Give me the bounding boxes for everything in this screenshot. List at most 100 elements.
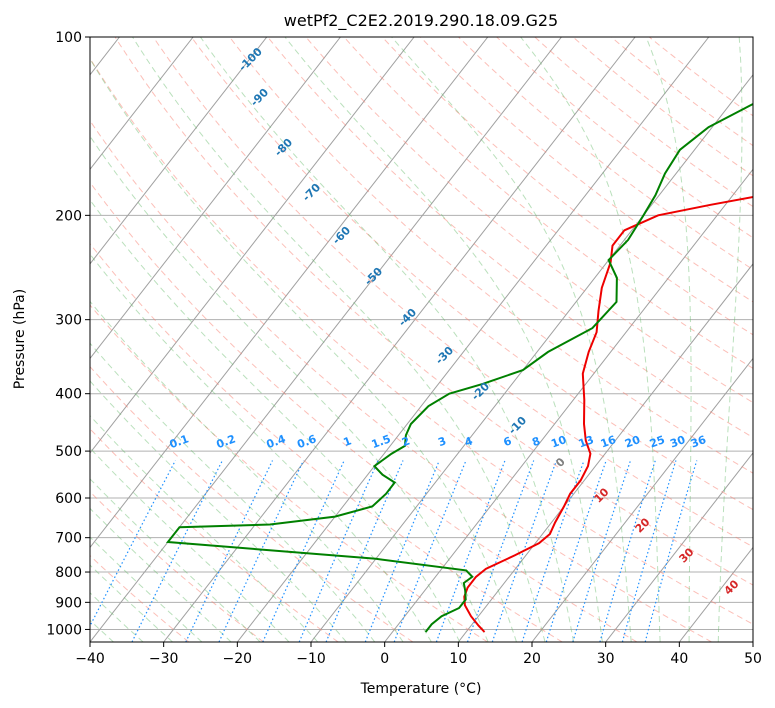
moist-adiabat-line bbox=[645, 37, 692, 642]
y-tick-label: 800 bbox=[55, 565, 82, 581]
moist-adiabat-line bbox=[90, 58, 517, 642]
mixing-ratio-line bbox=[298, 460, 379, 642]
mixing-ratio-line bbox=[185, 460, 274, 642]
x-tick-label: −10 bbox=[296, 651, 326, 667]
x-tick-label: −40 bbox=[75, 651, 105, 667]
moist-adiabat-line bbox=[90, 507, 232, 642]
y-tick-label: 200 bbox=[55, 208, 82, 224]
isotherm-line bbox=[90, 37, 415, 454]
mixing-ratio-line bbox=[393, 460, 467, 642]
mixing-ratio-line bbox=[644, 460, 698, 642]
dry-adiabat-line bbox=[152, 37, 753, 548]
dry-adiabat-line bbox=[114, 37, 753, 586]
moist-adiabat-line bbox=[284, 37, 603, 642]
mixing-ratio-label: 36 bbox=[689, 433, 708, 451]
x-tick-label: 0 bbox=[380, 651, 389, 667]
isotherm-line bbox=[457, 263, 753, 642]
isotherm-label: -40 bbox=[396, 306, 419, 329]
isotherm-label: -90 bbox=[248, 86, 271, 109]
dry-adiabat-line bbox=[90, 365, 414, 642]
dry-adiabat-line bbox=[458, 37, 753, 271]
moist-adiabat-line bbox=[90, 199, 461, 642]
isotherm-line bbox=[90, 37, 268, 265]
dry-adiabat-line bbox=[190, 37, 753, 511]
mixing-ratio-line bbox=[218, 460, 305, 642]
moist-adiabat-line bbox=[90, 536, 203, 642]
moist-adiabat-line bbox=[520, 37, 661, 642]
x-tick-label: 30 bbox=[597, 651, 615, 667]
isotherm-line bbox=[384, 168, 753, 642]
mixing-ratio-line bbox=[599, 460, 656, 642]
moist-adiabat-label: 40 bbox=[722, 577, 742, 597]
plot-area: -100-90-80-70-60-50-40-30-20-100.1 0.2 0.4… bbox=[90, 37, 753, 642]
isotherm-label: -80 bbox=[272, 136, 295, 159]
moist-adiabat-line bbox=[90, 300, 404, 642]
x-tick-label: 20 bbox=[523, 651, 541, 667]
moist-adiabat-line bbox=[90, 342, 376, 642]
y-tick-label: 700 bbox=[55, 531, 82, 547]
mixing-ratio-line bbox=[325, 460, 404, 642]
moist-adiabat-line bbox=[90, 447, 290, 642]
mixing-ratio-label: 1.5 bbox=[370, 432, 393, 451]
dewpoint-profile-line bbox=[165, 102, 753, 633]
moist-adiabat-label: 10 bbox=[592, 485, 612, 505]
chart-title: wetPf2_C2E2.2019.290.18.09.G25 bbox=[284, 11, 558, 31]
mixing-ratio-label: 1 bbox=[342, 434, 354, 449]
mixing-ratio-label: 0.2 bbox=[215, 432, 238, 451]
mixing-ratio-label: 10 bbox=[549, 433, 568, 451]
moist-adiabat-line bbox=[391, 37, 632, 642]
mixing-ratio-line bbox=[621, 460, 677, 642]
mixing-ratio-label: 16 bbox=[599, 433, 618, 451]
y-tick-label: 300 bbox=[55, 313, 82, 329]
mixing-ratio-line bbox=[262, 460, 345, 642]
isotherm-line bbox=[310, 73, 753, 642]
dry-adiabat-line bbox=[343, 37, 753, 369]
mixing-ratio-label: 8 bbox=[530, 434, 542, 449]
x-tick-label: 10 bbox=[449, 651, 467, 667]
isotherm-line bbox=[90, 37, 341, 360]
mixing-ratio-label: 30 bbox=[668, 433, 687, 451]
isotherm-line bbox=[90, 37, 489, 549]
x-tick-label: −30 bbox=[149, 651, 179, 667]
mixing-ratio-label: 0.4 bbox=[265, 432, 288, 451]
y-tick-label: 400 bbox=[55, 387, 82, 403]
mixing-ratio-label: 0.6 bbox=[295, 432, 318, 451]
isotherm-line bbox=[752, 641, 753, 642]
mixing-ratio-label: 13 bbox=[577, 433, 596, 450]
isotherm-label: -100 bbox=[236, 45, 265, 74]
dry-adiabat-line bbox=[381, 37, 753, 336]
dry-adiabat-line bbox=[420, 37, 753, 303]
isotherm-label: -20 bbox=[469, 380, 492, 403]
y-tick-label: 100 bbox=[55, 30, 82, 46]
mixing-ratio-line bbox=[491, 460, 558, 642]
y-tick-label: 600 bbox=[55, 491, 82, 507]
x-tick-label: −20 bbox=[223, 651, 253, 667]
moist-adiabat-line bbox=[717, 37, 743, 642]
isotherm-line bbox=[605, 452, 753, 642]
mixing-ratio-line bbox=[545, 460, 607, 642]
y-tick-label: 500 bbox=[55, 444, 82, 460]
mixing-ratio-line bbox=[131, 460, 223, 642]
dry-adiabat-line bbox=[90, 119, 712, 642]
dry-adiabat-line bbox=[90, 242, 563, 642]
isotherm-line bbox=[236, 37, 710, 642]
y-axis-title: Pressure (hPa) bbox=[12, 289, 28, 389]
moist-adiabat-line bbox=[199, 37, 575, 642]
mixing-ratio-label: 20 bbox=[623, 433, 642, 451]
mixing-ratio-label: 6 bbox=[502, 434, 514, 449]
moist-adiabat-line bbox=[90, 253, 432, 642]
moist-adiabat-line bbox=[90, 135, 489, 642]
dry-adiabat-line bbox=[90, 304, 488, 642]
dry-adiabat-line bbox=[90, 57, 753, 625]
dry-adiabat-line bbox=[90, 491, 264, 642]
mixing-ratio-label: 3 bbox=[436, 434, 448, 449]
plot-frame bbox=[89, 36, 754, 643]
isotherm-label: -60 bbox=[330, 224, 353, 247]
isotherm-line bbox=[531, 357, 753, 642]
x-tick-label: 40 bbox=[670, 651, 688, 667]
mixing-ratio-line bbox=[364, 460, 440, 642]
moist-adiabat-label: 20 bbox=[633, 515, 653, 535]
moist-adiabat-line bbox=[132, 37, 546, 642]
moist-adiabat-label: 0 bbox=[553, 455, 568, 470]
isotherm-label: -10 bbox=[506, 414, 529, 437]
